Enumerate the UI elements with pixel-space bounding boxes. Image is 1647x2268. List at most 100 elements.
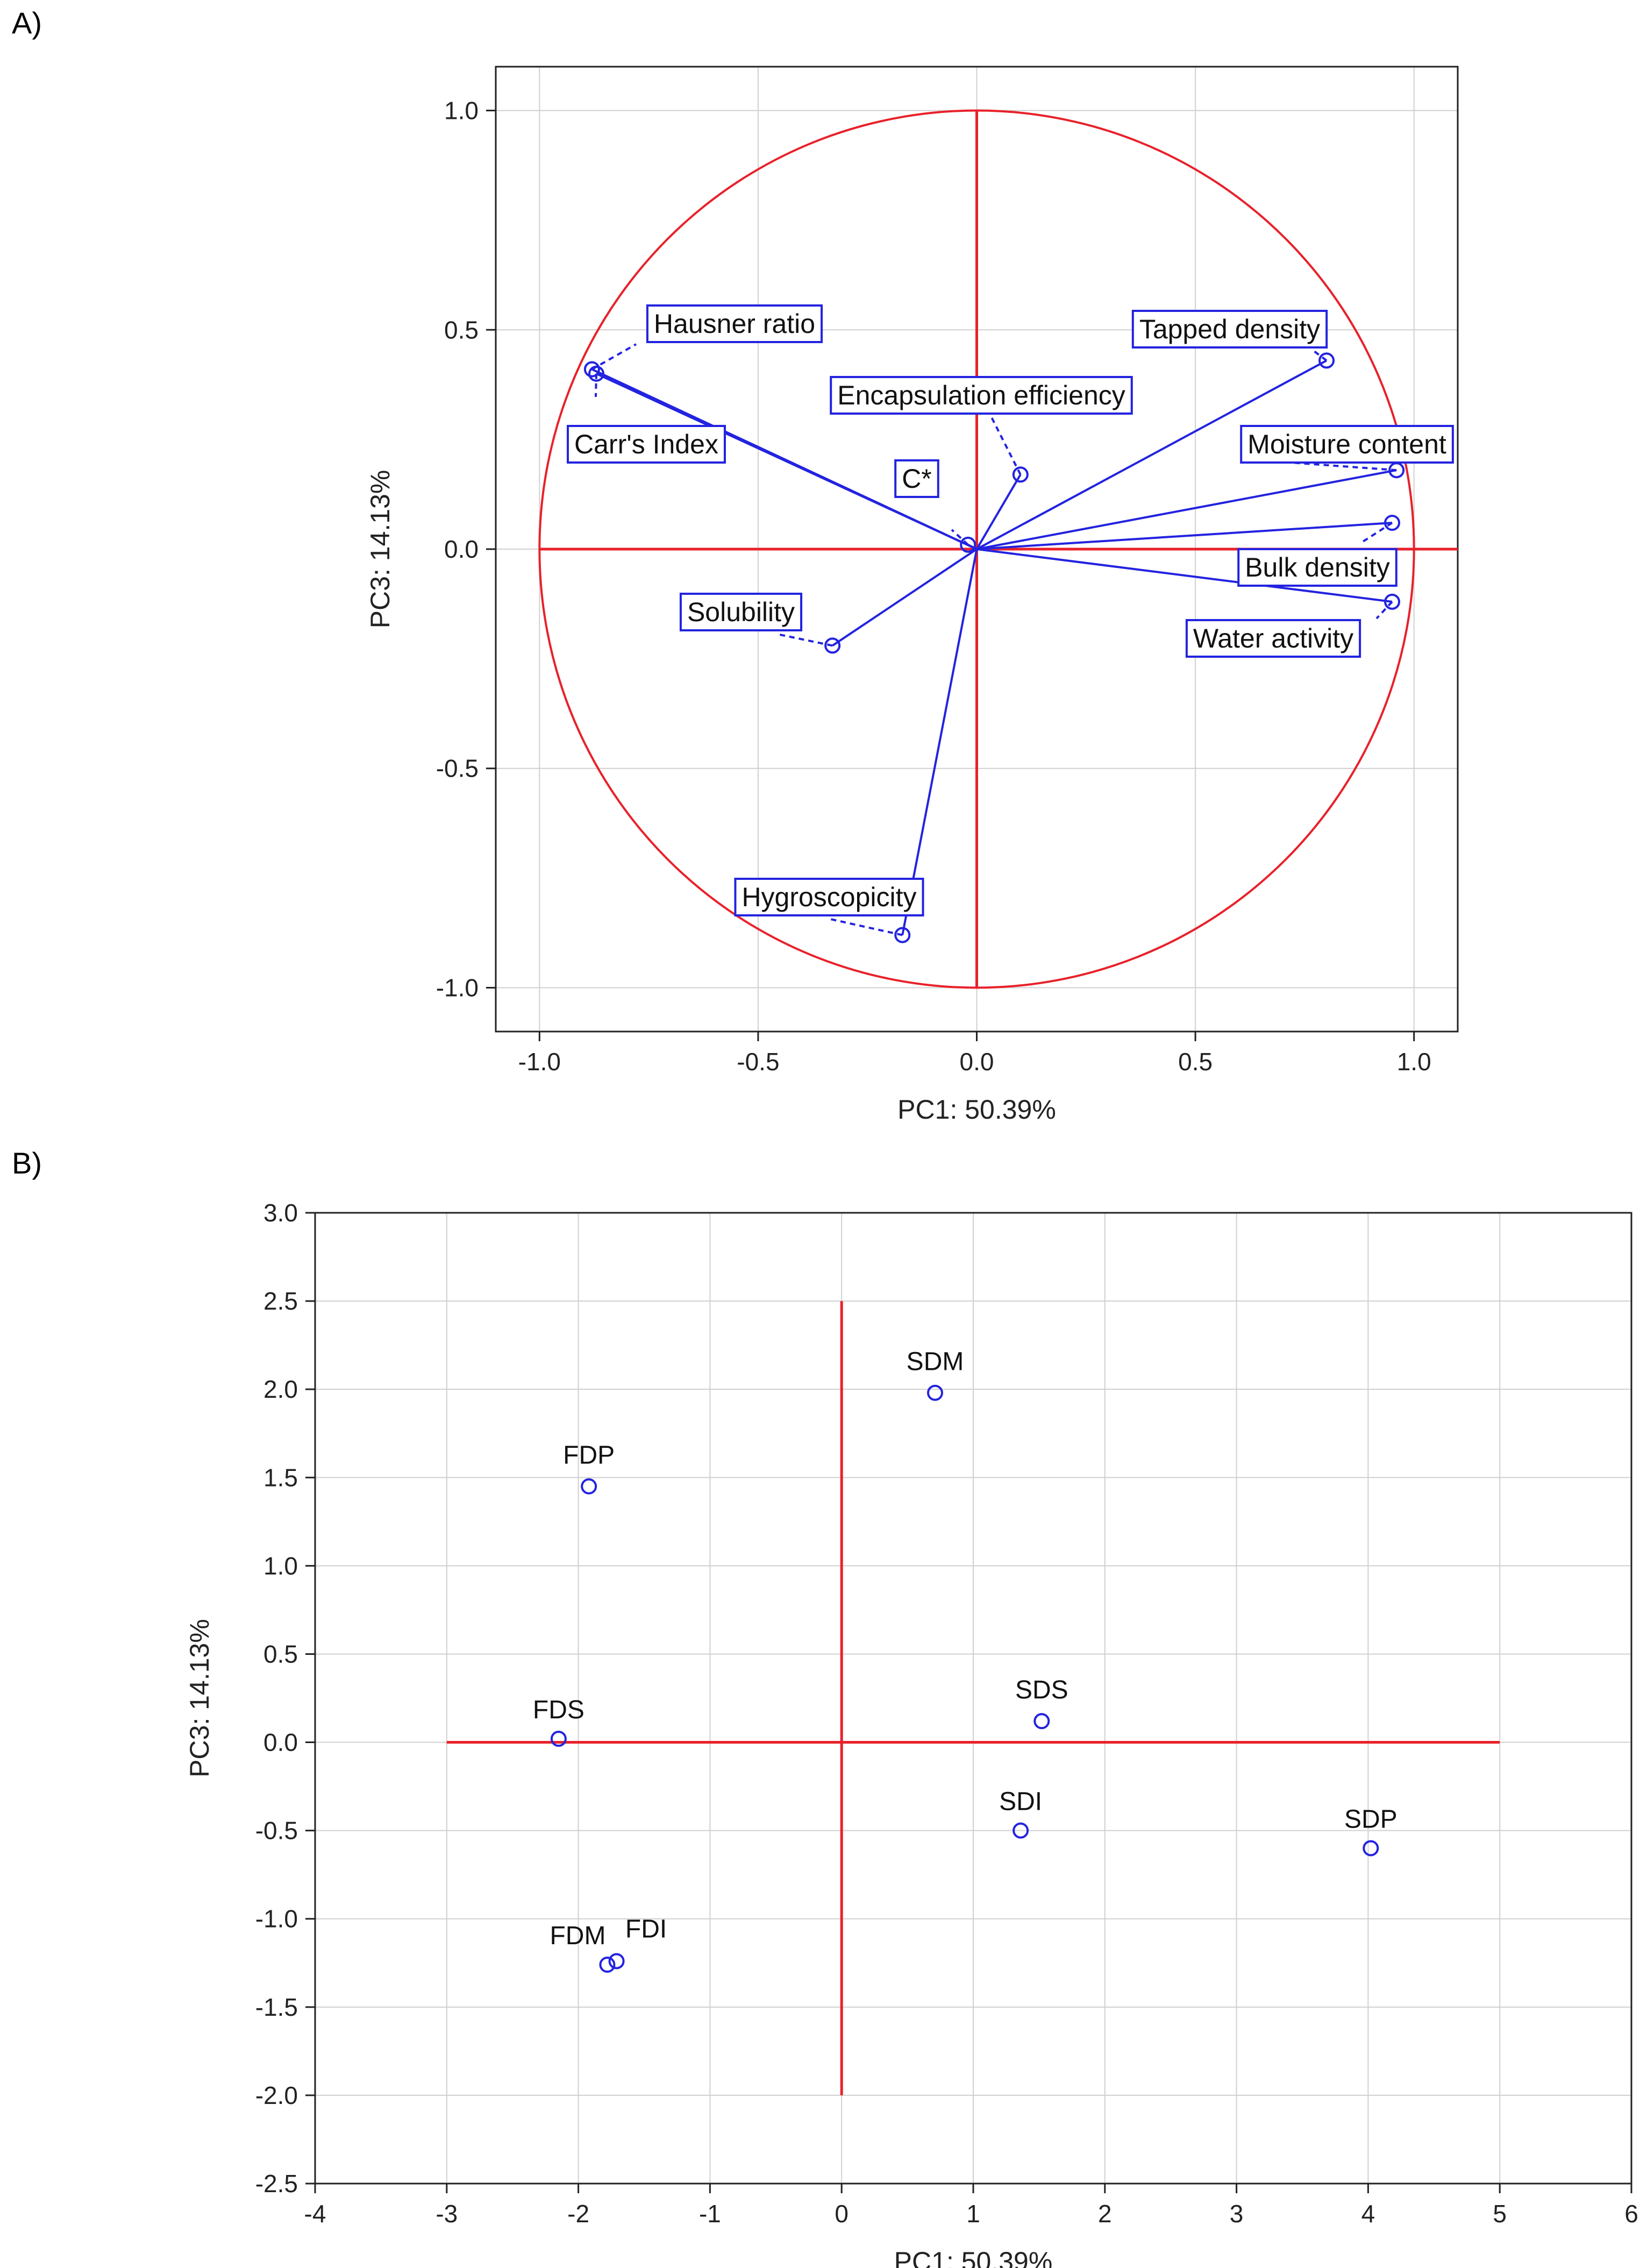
loading-leader-line bbox=[1311, 349, 1328, 361]
score-xtick-label: -2 bbox=[567, 2200, 589, 2228]
panel-a-label: A) bbox=[12, 6, 42, 40]
loading-label-box bbox=[646, 304, 823, 343]
loading-variable-label: Carr's Index bbox=[574, 429, 718, 459]
score-ytick-label: 0.0 bbox=[263, 1729, 298, 1757]
score-xtick-label: 1 bbox=[966, 2200, 980, 2228]
loading-vector bbox=[596, 373, 978, 550]
score-point bbox=[1363, 1840, 1379, 1857]
score-ytick-label: 1.5 bbox=[263, 1463, 298, 1491]
loading-point bbox=[894, 927, 911, 943]
loading-xtick-label: -1.0 bbox=[518, 1048, 561, 1076]
score-point-label: SDS bbox=[1015, 1676, 1068, 1704]
loading-leader-line bbox=[1359, 522, 1393, 544]
score-ytick-label: -1.5 bbox=[255, 1993, 298, 2021]
loading-vector bbox=[975, 474, 1022, 550]
score-point-label: FDM bbox=[550, 1922, 605, 1950]
score-ytick-label: 1.0 bbox=[263, 1552, 298, 1580]
score-xtick-label: -3 bbox=[436, 2200, 458, 2228]
loading-vector bbox=[976, 522, 1393, 550]
loading-leader-line bbox=[779, 634, 833, 647]
loading-xtick-label: 0.5 bbox=[1178, 1048, 1213, 1076]
score-point-label: FDP bbox=[563, 1441, 615, 1470]
score-point bbox=[608, 1953, 625, 1970]
score-xtick-label: 6 bbox=[1624, 2200, 1638, 2228]
loading-leader-line bbox=[591, 343, 637, 371]
loading-ytick-label: 0.5 bbox=[444, 316, 479, 344]
score-xtick-label: -4 bbox=[304, 2200, 326, 2228]
loading-point bbox=[960, 536, 976, 553]
score-y-axis-title: PC3: 14.13% bbox=[184, 1619, 215, 1778]
loading-point bbox=[1012, 466, 1029, 483]
loading-vector bbox=[967, 544, 978, 550]
loading-xtick-label: 0.0 bbox=[960, 1048, 994, 1076]
loading-point bbox=[1384, 593, 1401, 610]
score-point bbox=[1033, 1713, 1050, 1730]
loading-vector bbox=[901, 549, 978, 935]
loading-label-box bbox=[1131, 310, 1328, 349]
loading-label-box bbox=[734, 878, 924, 916]
loading-xtick-label: -0.5 bbox=[737, 1048, 779, 1076]
score-ytick-label: -2.5 bbox=[255, 2170, 298, 2198]
loading-point bbox=[588, 365, 605, 382]
score-point bbox=[1013, 1822, 1029, 1839]
score-ytick-label: -1.0 bbox=[255, 1905, 298, 1933]
score-point-label: SDI bbox=[999, 1788, 1042, 1816]
loading-vector bbox=[976, 359, 1327, 550]
score-ytick-label: -2.0 bbox=[255, 2081, 298, 2109]
score-point-label: SDP bbox=[1344, 1805, 1398, 1833]
score-point bbox=[927, 1384, 944, 1401]
loading-variable-label: Hausner ratio bbox=[654, 309, 815, 339]
loading-leader-line bbox=[1290, 461, 1397, 472]
panel-b-label: B) bbox=[12, 1146, 42, 1180]
loading-point bbox=[824, 637, 841, 654]
score-point bbox=[550, 1730, 567, 1747]
loading-variable-label: Water activity bbox=[1193, 623, 1353, 653]
loading-variable-label: Moisture content bbox=[1247, 429, 1446, 459]
loading-variable-label: Bulk density bbox=[1245, 552, 1390, 582]
loading-ytick-label: -1.0 bbox=[436, 973, 479, 1001]
score-point-label: SDM bbox=[907, 1348, 964, 1376]
score-point-label: FDS bbox=[533, 1696, 584, 1724]
loading-variable-label: Hygroscopicity bbox=[741, 882, 916, 912]
loading-leader-line bbox=[951, 529, 969, 546]
score-grid bbox=[315, 1212, 1632, 2184]
loading-leader-line bbox=[1375, 601, 1393, 620]
loading-variable-label: Tapped density bbox=[1139, 314, 1320, 344]
score-point bbox=[581, 1478, 597, 1495]
loading-point bbox=[1318, 352, 1335, 369]
score-x-axis-title: PC1: 50.39% bbox=[894, 2246, 1053, 2268]
score-xtick-label: 4 bbox=[1361, 2200, 1375, 2228]
loading-label-box bbox=[1237, 548, 1398, 587]
score-xtick-label: 5 bbox=[1493, 2200, 1507, 2228]
score-ytick-label: 3.0 bbox=[263, 1199, 298, 1227]
score-xtick-label: 2 bbox=[1098, 2200, 1112, 2228]
loading-vector bbox=[832, 548, 978, 647]
score-ytick-label: 2.5 bbox=[263, 1287, 298, 1315]
loading-point bbox=[583, 361, 600, 378]
score-xtick-label: 0 bbox=[835, 2200, 849, 2228]
loading-vector bbox=[976, 469, 1397, 550]
loading-ytick-label: 1.0 bbox=[444, 97, 479, 125]
loading-variable-label: Encapsulation efficiency bbox=[837, 380, 1125, 410]
score-point bbox=[599, 1957, 616, 1973]
score-ytick-label: 2.0 bbox=[263, 1375, 298, 1403]
score-xtick-label: -1 bbox=[699, 2200, 721, 2228]
loading-label-box bbox=[679, 593, 803, 631]
loading-leader-line bbox=[989, 414, 1022, 475]
score-xtick-label: 3 bbox=[1230, 2200, 1244, 2228]
loading-xtick-label: 1.0 bbox=[1397, 1048, 1431, 1076]
loading-label-box bbox=[830, 376, 1133, 415]
loading-label-box bbox=[1240, 425, 1454, 464]
loading-variable-label: C* bbox=[902, 464, 932, 494]
loading-leader-line bbox=[828, 918, 903, 936]
loading-ytick-label: 0.0 bbox=[444, 535, 479, 563]
loading-vector bbox=[976, 548, 1393, 603]
loading-label-box bbox=[1185, 619, 1361, 658]
score-point-label: FDI bbox=[625, 1915, 667, 1943]
loading-y-axis-title: PC3: 14.13% bbox=[365, 470, 395, 629]
score-ytick-label: 0.5 bbox=[263, 1640, 298, 1668]
loading-ytick-label: -0.5 bbox=[436, 755, 479, 783]
score-ytick-label: -0.5 bbox=[255, 1817, 298, 1845]
loading-label-box bbox=[567, 425, 726, 464]
